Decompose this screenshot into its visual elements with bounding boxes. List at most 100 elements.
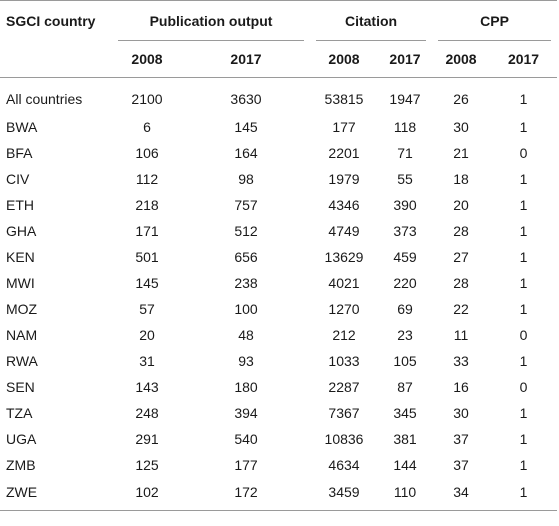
cell-cpp-2017: 0 — [519, 145, 528, 161]
cell-cit-2017: 390 — [393, 197, 417, 213]
header-country: SGCI country — [6, 13, 96, 29]
cell-cpp-2008: 11 — [453, 327, 469, 343]
table-row: KEN 501 656 13629 459 27 1 — [0, 244, 557, 270]
cell-pub-2017: 238 — [234, 275, 258, 291]
cell-pub-2017: 3630 — [230, 91, 262, 107]
cell-cpp-2008: 27 — [453, 249, 469, 265]
cell-cit-2008: 4749 — [328, 223, 360, 239]
cell-cpp-2017: 0 — [519, 327, 528, 343]
cell-cpp-2008: 33 — [453, 353, 469, 369]
cell-country: NAM — [6, 327, 38, 343]
cell-cpp-2017: 1 — [519, 197, 528, 213]
cell-pub-2008: 112 — [135, 171, 159, 187]
table-row: All countries 2100 3630 53815 1947 26 1 — [0, 78, 557, 115]
header-year: 2017 — [507, 51, 540, 67]
table-row: CIV 112 98 1979 55 18 1 — [0, 166, 557, 192]
cell-pub-2008: 291 — [135, 431, 159, 447]
cell-cpp-2017: 1 — [519, 119, 528, 135]
table-row: ZWE 102 172 3459 110 34 1 — [0, 478, 558, 511]
cell-cit-2017: 87 — [397, 379, 413, 395]
table-row: UGA 291 540 10836 381 37 1 — [0, 426, 557, 452]
cell-country: MWI — [6, 275, 35, 291]
cell-cit-2017: 220 — [393, 275, 417, 291]
cell-cit-2017: 1947 — [389, 91, 421, 107]
cell-country: TZA — [6, 405, 33, 421]
cell-pub-2017: 93 — [238, 353, 254, 369]
header-empty — [0, 41, 112, 78]
cell-cit-2008: 53815 — [324, 91, 364, 107]
header-year: 2017 — [230, 51, 262, 67]
table-row: TZA 248 394 7367 345 30 1 — [0, 400, 557, 426]
table-row: SEN 143 180 2287 87 16 0 — [0, 374, 557, 400]
cell-pub-2017: 757 — [234, 197, 258, 213]
header-citation: Citation — [310, 1, 432, 42]
cell-cpp-2017: 1 — [519, 484, 528, 500]
cell-cpp-2008: 37 — [453, 431, 469, 447]
cell-cpp-2008: 30 — [453, 405, 469, 421]
cell-pub-2008: 501 — [135, 249, 159, 265]
cell-pub-2008: 2100 — [131, 91, 163, 107]
cell-cit-2008: 177 — [332, 119, 356, 135]
table-row: ZMB 125 177 4634 144 37 1 — [0, 452, 557, 478]
cell-cpp-2008: 16 — [453, 379, 469, 395]
cell-pub-2008: 106 — [135, 145, 159, 161]
header-row-years: 2008 2017 2008 2017 2008 2017 — [0, 41, 558, 78]
cell-pub-2008: 102 — [135, 484, 159, 500]
cell-country: GHA — [6, 223, 37, 239]
cell-cpp-2008: 22 — [453, 301, 469, 317]
cell-country: BFA — [6, 145, 33, 161]
cell-cit-2008: 212 — [332, 327, 356, 343]
cell-country: MOZ — [6, 301, 38, 317]
cell-cpp-2008: 18 — [453, 171, 469, 187]
cell-cpp-2017: 1 — [519, 249, 528, 265]
cell-cit-2017: 118 — [393, 119, 417, 135]
cell-pub-2008: 57 — [139, 301, 155, 317]
cell-pub-2017: 177 — [234, 457, 258, 473]
cell-cit-2017: 69 — [397, 301, 413, 317]
cell-cpp-2017: 1 — [519, 171, 528, 187]
cell-cpp-2008: 37 — [453, 457, 469, 473]
cell-cpp-2017: 0 — [519, 379, 528, 395]
cell-cpp-2017: 1 — [519, 353, 528, 369]
cell-pub-2008: 143 — [135, 379, 159, 395]
table-row: MOZ 57 100 1270 69 22 1 — [0, 296, 557, 322]
table-row: ETH 218 757 4346 390 20 1 — [0, 192, 557, 218]
cell-country: KEN — [6, 249, 35, 265]
cell-cpp-2017: 1 — [519, 223, 528, 239]
cell-pub-2008: 6 — [143, 119, 151, 135]
cell-pub-2017: 98 — [238, 171, 254, 187]
cell-country: RWA — [6, 353, 38, 369]
cell-pub-2017: 180 — [234, 379, 258, 395]
cell-cit-2017: 459 — [393, 249, 417, 265]
cell-cpp-2017: 1 — [519, 457, 528, 473]
cell-pub-2017: 394 — [234, 405, 258, 421]
header-publication-output: Publication output — [112, 1, 310, 42]
cell-cit-2008: 1979 — [328, 171, 360, 187]
table-row: GHA 171 512 4749 373 28 1 — [0, 218, 557, 244]
cell-country: CIV — [6, 171, 30, 187]
cell-cpp-2017: 1 — [519, 275, 528, 291]
cell-cit-2017: 381 — [393, 431, 417, 447]
cell-cit-2008: 2201 — [328, 145, 360, 161]
cell-cit-2008: 10836 — [324, 431, 364, 447]
cell-cit-2008: 3459 — [328, 484, 360, 500]
header-year: 2017 — [389, 51, 421, 67]
cell-pub-2017: 512 — [234, 223, 258, 239]
cell-pub-2017: 656 — [234, 249, 258, 265]
cell-cpp-2008: 28 — [453, 223, 469, 239]
cell-cit-2008: 1033 — [328, 353, 360, 369]
cell-pub-2017: 100 — [234, 301, 258, 317]
cell-pub-2008: 31 — [139, 353, 155, 369]
cell-cit-2017: 55 — [397, 171, 413, 187]
cell-country: UGA — [6, 431, 37, 447]
cell-cpp-2008: 34 — [453, 484, 469, 500]
cell-cpp-2017: 1 — [519, 431, 528, 447]
cell-country: SEN — [6, 379, 35, 395]
cell-cit-2008: 4634 — [328, 457, 360, 473]
cell-pub-2017: 48 — [238, 327, 254, 343]
cell-country: BWA — [6, 119, 38, 135]
cell-cit-2008: 2287 — [328, 379, 360, 395]
cell-cpp-2017: 1 — [519, 91, 528, 107]
table-row: RWA 31 93 1033 105 33 1 — [0, 348, 557, 374]
